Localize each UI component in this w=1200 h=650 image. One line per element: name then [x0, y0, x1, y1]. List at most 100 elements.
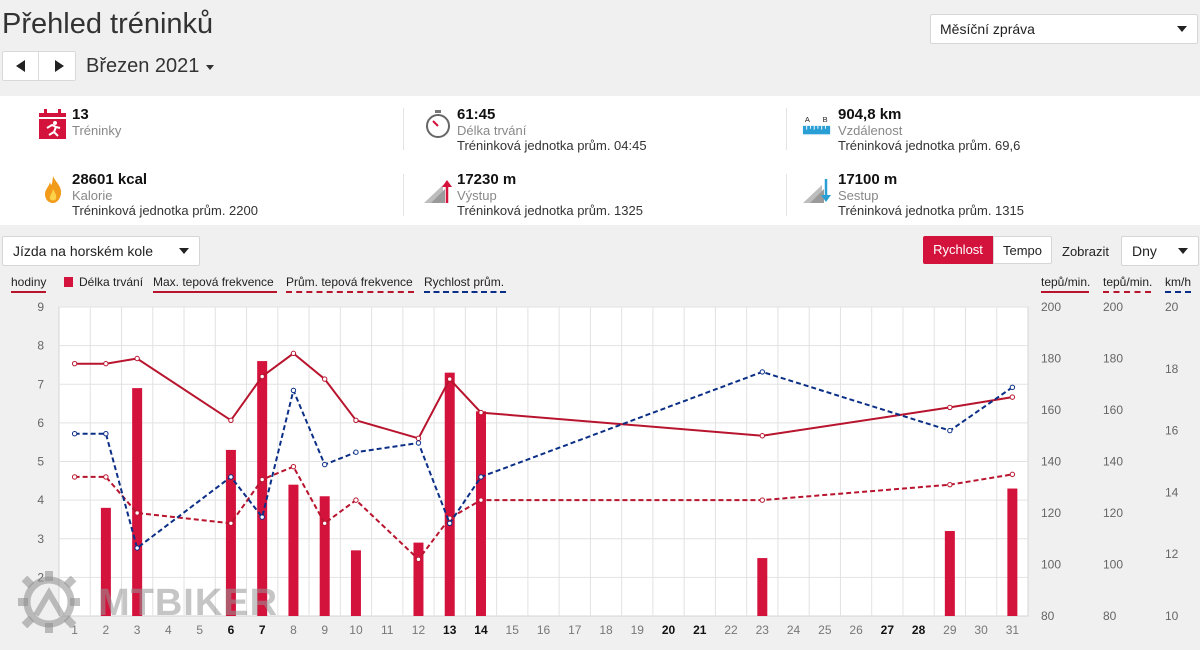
max-hr-point[interactable]	[447, 376, 453, 382]
duration-bar[interactable]	[1007, 488, 1018, 616]
avg-speed-point[interactable]	[478, 474, 484, 480]
avg-speed-point[interactable]	[321, 461, 328, 468]
duration-bar[interactable]	[350, 550, 361, 616]
max-hr-point[interactable]	[290, 350, 297, 357]
avg-hr-point[interactable]	[759, 497, 766, 503]
stat-average: Tréninková jednotka prům. 1325	[457, 203, 643, 218]
avg-hr-point[interactable]	[321, 520, 328, 527]
avg-speed-point[interactable]	[71, 430, 78, 437]
avg-speed-point[interactable]	[259, 514, 265, 520]
avg-speed-point[interactable]	[290, 387, 297, 394]
stat-average: Tréninková jednotka prům. 04:45	[457, 138, 647, 153]
right-axis-tick-label: 16	[1165, 424, 1179, 438]
max-hr-point[interactable]	[947, 404, 953, 411]
right-axis-tick-label: 120	[1103, 506, 1123, 520]
avg-speed-point[interactable]	[228, 474, 234, 480]
x-axis-tick-label: 23	[756, 623, 770, 637]
avg-hr-point[interactable]	[71, 474, 78, 480]
max-hr-point[interactable]	[259, 373, 265, 380]
month-picker[interactable]: Březen 2021	[86, 55, 200, 77]
avg-speed-point[interactable]	[134, 545, 140, 551]
right-axis-tick-label: 100	[1041, 558, 1061, 572]
ascent-icon	[424, 180, 452, 203]
avg-speed-point[interactable]	[103, 430, 109, 437]
avg-hr-point[interactable]	[134, 510, 140, 516]
divider	[786, 108, 787, 150]
x-axis-tick-label: 1	[71, 623, 78, 637]
duration-bar[interactable]	[225, 449, 236, 616]
max-hr-point[interactable]	[478, 409, 484, 416]
speed-toggle-button[interactable]: Rychlost	[923, 236, 993, 264]
tempo-toggle-button[interactable]: Tempo	[993, 236, 1052, 264]
x-axis-tick-label: 16	[537, 623, 551, 637]
x-axis-tick-label: 10	[349, 623, 363, 637]
legend-avg-hr[interactable]: Prům. tepová frekvence	[286, 275, 413, 289]
avg-hr-point[interactable]	[1009, 471, 1016, 478]
avg-hr-point[interactable]	[415, 556, 422, 563]
avg-speed-point[interactable]	[415, 440, 422, 446]
max-hr-point[interactable]	[1009, 394, 1016, 400]
sport-select[interactable]: Jízda na horském kole	[2, 236, 200, 266]
avg-hr-point[interactable]	[478, 497, 484, 503]
legend-duration[interactable]: Délka trvání	[62, 275, 143, 289]
stat-average: Tréninková jednotka prům. 1315	[838, 203, 1024, 218]
stat-value: 28601 kcal	[72, 171, 148, 188]
avg-hr-point[interactable]	[259, 476, 265, 483]
training-chart[interactable]: 2345678980100120140160180200801001201401…	[0, 296, 1200, 650]
duration-bar[interactable]	[757, 558, 768, 616]
duration-bar[interactable]	[475, 411, 486, 616]
max-hr-point[interactable]	[321, 376, 328, 382]
stat-label: Tréninky	[72, 123, 122, 138]
max-hr-point[interactable]	[415, 435, 422, 442]
legend-max-hr-line	[153, 291, 277, 293]
right-axis-underline-avg-hr	[1103, 291, 1151, 293]
x-axis-tick-label: 11	[381, 623, 394, 637]
duration-bar[interactable]	[288, 484, 299, 616]
x-axis-tick-label: 24	[787, 623, 801, 637]
duration-bar[interactable]	[944, 531, 955, 616]
stat-value: 904,8 km	[838, 106, 902, 123]
duration-bar[interactable]	[132, 388, 143, 616]
avg-hr-point[interactable]	[947, 481, 953, 488]
avg-speed-point[interactable]	[447, 520, 453, 527]
right-axis-tick-label: 180	[1103, 352, 1123, 366]
duration-bar[interactable]	[100, 507, 111, 616]
max-hr-point[interactable]	[759, 433, 766, 439]
avg-hr-point[interactable]	[103, 474, 109, 480]
granularity-select[interactable]: Dny	[1121, 236, 1199, 266]
avg-speed-point[interactable]	[353, 449, 359, 455]
avg-speed-point[interactable]	[947, 427, 953, 434]
arrow-right-icon	[55, 60, 64, 72]
avg-hr-point[interactable]	[290, 463, 297, 470]
duration-bar[interactable]	[413, 542, 424, 616]
max-hr-point[interactable]	[103, 360, 109, 367]
previous-month-button[interactable]	[3, 52, 39, 80]
month-dropdown-caret-icon[interactable]	[206, 65, 214, 70]
duration-bar[interactable]	[444, 372, 455, 616]
x-axis-tick-label: 4	[165, 623, 172, 637]
legend-max-hr[interactable]: Max. tepová frekvence	[153, 275, 274, 289]
mtbiker-logo-icon	[18, 571, 80, 633]
duration-bar[interactable]	[319, 496, 330, 616]
max-hr-point[interactable]	[71, 360, 78, 367]
x-axis-tick-label: 28	[912, 623, 926, 637]
max-hr-point[interactable]	[134, 355, 140, 362]
x-axis-tick-label: 25	[818, 623, 832, 637]
next-month-button[interactable]	[40, 52, 76, 80]
legend-avg-speed[interactable]: Rychlost prům.	[424, 275, 505, 289]
left-axis-underline	[11, 291, 46, 293]
left-axis-tick-label: 4	[37, 493, 44, 507]
stat-average: Tréninková jednotka prům. 2200	[72, 203, 258, 218]
avg-speed-point[interactable]	[1009, 384, 1016, 391]
divider	[403, 108, 404, 150]
report-type-select[interactable]: Měsíční zpráva	[930, 14, 1198, 44]
max-hr-point[interactable]	[353, 417, 359, 424]
avg-hr-point[interactable]	[228, 520, 234, 527]
x-axis-tick-label: 14	[474, 623, 488, 637]
duration-bar[interactable]	[257, 361, 268, 616]
avg-speed-point[interactable]	[759, 369, 766, 375]
watermark-text: MTBIKER	[98, 582, 279, 624]
max-hr-point[interactable]	[228, 417, 234, 424]
ruler-distance-icon: A B	[802, 115, 831, 135]
avg-hr-point[interactable]	[353, 497, 359, 503]
